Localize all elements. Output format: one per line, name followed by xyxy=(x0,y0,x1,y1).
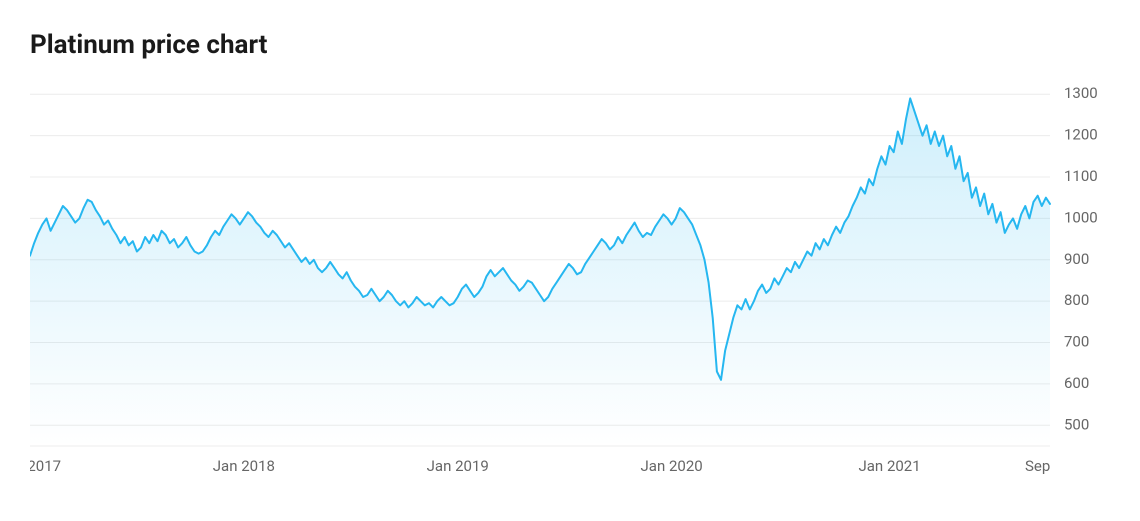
x-tick-label: Jan 2021 xyxy=(859,457,921,475)
x-tick-label: Jan 2019 xyxy=(427,457,489,475)
x-tick-label: Sep xyxy=(1025,457,1050,475)
y-tick-label: 800 xyxy=(1064,291,1089,309)
y-tick-label: 1200 xyxy=(1064,126,1098,144)
y-tick-label: 500 xyxy=(1064,415,1089,433)
series-area xyxy=(30,98,1050,446)
y-tick-label: 600 xyxy=(1064,374,1089,392)
y-tick-label: 1000 xyxy=(1064,208,1098,226)
x-tick-label: Jan 2017 xyxy=(30,457,61,475)
x-tick-label: Jan 2018 xyxy=(213,457,275,475)
y-tick-label: 1100 xyxy=(1064,167,1098,185)
y-tick-label: 900 xyxy=(1064,250,1089,268)
price-chart: 500 600 700 800 900 1000 1100 1200 1300 Jan 2017 J… xyxy=(30,80,1110,480)
y-tick-label: 1300 xyxy=(1064,84,1098,102)
chart-title: Platinum price chart xyxy=(30,30,1110,60)
y-tick-label: 700 xyxy=(1064,333,1089,351)
x-tick-label: Jan 2020 xyxy=(641,457,703,475)
